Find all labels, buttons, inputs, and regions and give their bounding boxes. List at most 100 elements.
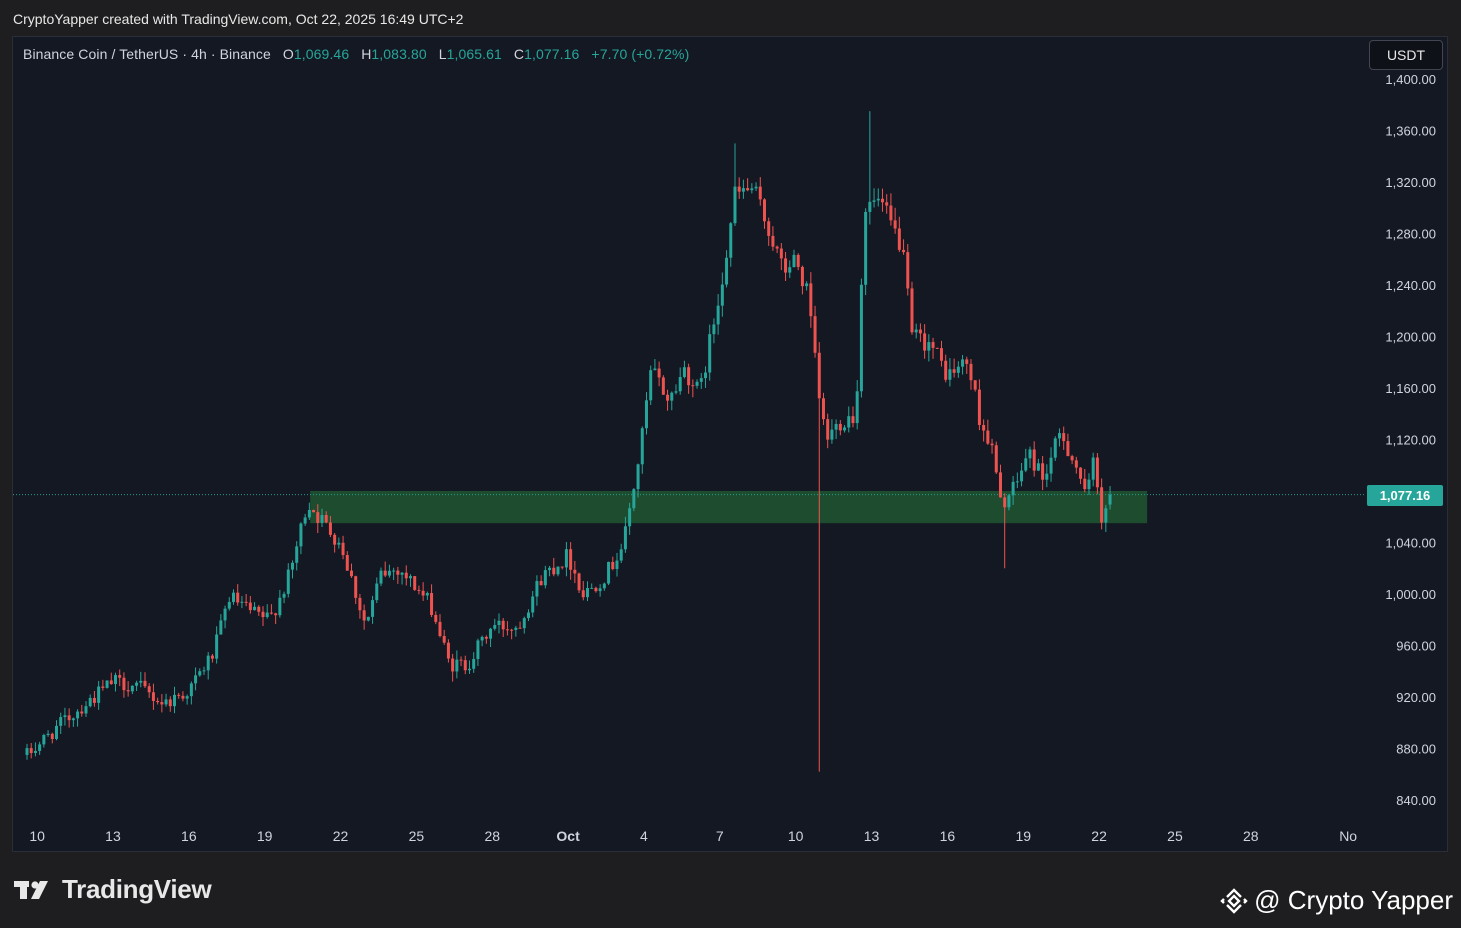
legend-high-value: 1,083.80: [371, 46, 427, 62]
candle-body: [312, 510, 316, 513]
y-tick-label: 1,280.00: [1385, 227, 1436, 242]
x-tick-label: 16: [181, 828, 197, 844]
candle-body: [708, 334, 712, 373]
candle-body: [830, 429, 834, 440]
candle-body: [796, 254, 800, 267]
candle-body: [387, 570, 391, 576]
candle-body: [775, 246, 779, 249]
candle-body: [172, 694, 176, 707]
candle-body: [413, 576, 417, 590]
candle-body: [1079, 467, 1083, 479]
candle-body: [632, 489, 636, 509]
candle-body: [939, 348, 943, 361]
candle-body: [982, 424, 986, 431]
candle-body: [670, 392, 674, 401]
candle-body: [358, 597, 362, 611]
candle-body: [54, 725, 58, 740]
candle-body: [337, 542, 341, 545]
candle-body: [244, 601, 248, 603]
candle-body: [876, 198, 880, 201]
candle-body: [1087, 479, 1091, 490]
candle-body: [687, 367, 691, 386]
candle-body: [467, 668, 471, 671]
y-tick-label: 1,400.00: [1385, 72, 1436, 87]
currency-button[interactable]: USDT: [1369, 40, 1443, 70]
candle-body: [303, 517, 307, 524]
legend-close-label: C: [513, 46, 525, 62]
candle-body: [345, 555, 349, 571]
candle-body: [514, 627, 518, 630]
candle-body: [278, 597, 282, 616]
candle-body: [109, 680, 113, 685]
candle-body: [573, 569, 577, 574]
candle-body: [581, 590, 585, 598]
y-tick-label: 840.00: [1396, 793, 1436, 808]
candle-body: [215, 634, 219, 659]
candle-body: [855, 391, 859, 424]
candle-body: [282, 593, 286, 598]
chart-frame[interactable]: [12, 36, 1448, 852]
candle-body: [206, 655, 210, 671]
candle-body: [80, 711, 84, 714]
candle-body: [349, 570, 353, 577]
candle-body: [38, 744, 42, 751]
tradingview-wordmark: TradingView: [62, 874, 212, 904]
candle-body: [1020, 470, 1024, 482]
candle-body: [893, 220, 897, 229]
candle-body: [261, 611, 265, 618]
candle-body: [944, 360, 948, 380]
tradingview-brand[interactable]: TradingView: [14, 874, 212, 905]
candle-body: [1041, 463, 1045, 480]
candle-body: [843, 427, 847, 431]
candle-body: [139, 680, 143, 683]
candle-body: [324, 515, 328, 523]
candle-body: [118, 675, 122, 678]
candle-body: [560, 566, 564, 568]
candle-body: [952, 369, 956, 373]
candle-body: [956, 366, 960, 373]
candle-body: [299, 523, 303, 547]
candle-body: [371, 600, 375, 617]
candle-body: [366, 616, 370, 621]
candle-body: [1036, 463, 1040, 471]
candle-body: [788, 267, 792, 273]
candle-body: [885, 202, 889, 206]
candle-body: [834, 423, 838, 430]
candle-body: [1049, 457, 1053, 474]
candle-body: [851, 416, 855, 424]
candle-body: [88, 697, 92, 707]
candle-body: [1028, 449, 1032, 459]
candle-body: [227, 601, 231, 609]
candle-body: [425, 593, 429, 596]
candle-body: [29, 748, 33, 753]
candle-body: [569, 549, 573, 570]
candle-body: [594, 587, 598, 592]
y-tick-label: 1,040.00: [1385, 536, 1436, 551]
candle-body: [421, 590, 425, 596]
candle-body: [1100, 487, 1104, 523]
candle-body: [927, 342, 931, 351]
candle-body: [442, 636, 446, 643]
candle-body: [316, 512, 320, 523]
candle-body: [792, 254, 796, 268]
y-tick-label: 960.00: [1396, 639, 1436, 654]
candle-body: [585, 588, 589, 598]
candle-body: [1015, 481, 1019, 483]
candle-body: [758, 186, 762, 200]
candle-body: [712, 324, 716, 335]
candle-body: [160, 702, 164, 705]
candle-body: [716, 305, 720, 325]
candle-body: [897, 228, 901, 250]
candle-body: [733, 186, 737, 224]
candle-body: [404, 572, 408, 579]
candle-body: [754, 186, 758, 189]
candle-body: [969, 363, 973, 381]
candle-body: [202, 670, 206, 672]
x-tick-label: 19: [257, 828, 273, 844]
candle-body: [257, 606, 261, 612]
candle-body: [379, 570, 383, 584]
candle-body: [1104, 508, 1108, 523]
legend-open-label: O: [282, 46, 294, 62]
candle-body: [805, 283, 809, 287]
